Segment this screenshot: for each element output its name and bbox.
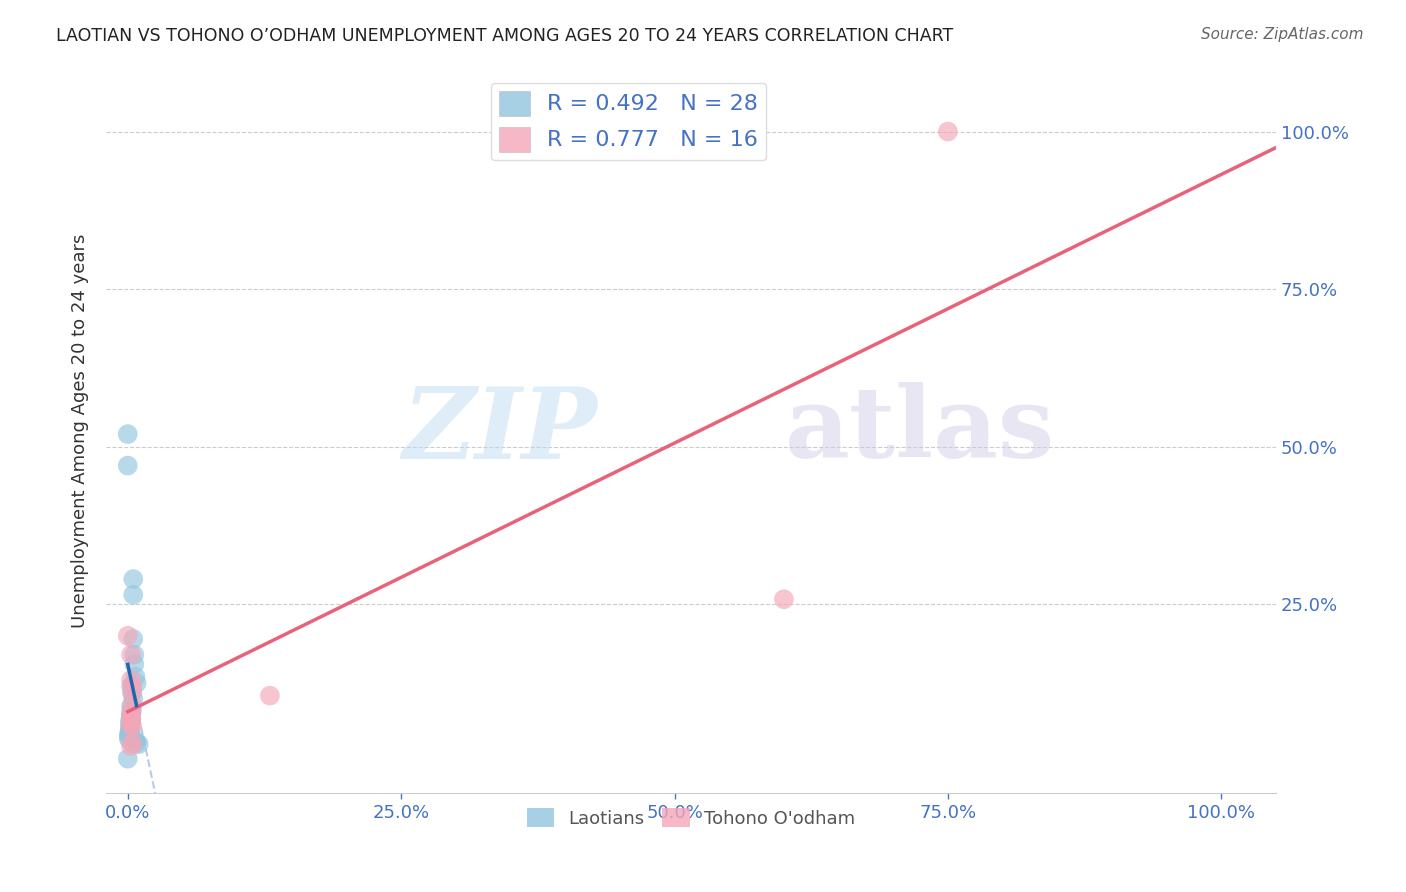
- Point: [117, 752, 139, 766]
- Point: [124, 648, 146, 662]
- Point: [118, 717, 141, 731]
- Point: [120, 673, 142, 687]
- Point: [773, 592, 796, 607]
- Text: Source: ZipAtlas.com: Source: ZipAtlas.com: [1201, 27, 1364, 42]
- Point: [125, 676, 148, 690]
- Text: LAOTIAN VS TOHONO O’ODHAM UNEMPLOYMENT AMONG AGES 20 TO 24 YEARS CORRELATION CHA: LAOTIAN VS TOHONO O’ODHAM UNEMPLOYMENT A…: [56, 27, 953, 45]
- Point: [121, 685, 143, 699]
- Point: [120, 706, 142, 720]
- Point: [118, 732, 141, 747]
- Point: [120, 709, 142, 723]
- Point: [120, 706, 142, 721]
- Point: [121, 698, 143, 712]
- Point: [117, 629, 139, 643]
- Point: [120, 679, 142, 693]
- Point: [124, 657, 146, 672]
- Point: [121, 736, 143, 750]
- Point: [118, 714, 141, 728]
- Point: [259, 689, 281, 703]
- Point: [118, 730, 141, 744]
- Point: [118, 723, 141, 738]
- Point: [117, 427, 139, 442]
- Point: [124, 670, 146, 684]
- Point: [120, 739, 142, 753]
- Point: [121, 685, 143, 699]
- Point: [118, 724, 141, 739]
- Point: [120, 717, 142, 731]
- Point: [120, 713, 142, 727]
- Point: [128, 737, 150, 751]
- Point: [125, 736, 148, 750]
- Point: [122, 588, 145, 602]
- Point: [124, 733, 146, 747]
- Text: atlas: atlas: [785, 383, 1054, 479]
- Point: [122, 691, 145, 706]
- Point: [122, 572, 145, 586]
- Text: ZIP: ZIP: [402, 383, 598, 479]
- Point: [121, 703, 143, 717]
- Y-axis label: Unemployment Among Ages 20 to 24 years: Unemployment Among Ages 20 to 24 years: [72, 234, 89, 628]
- Point: [120, 709, 142, 723]
- Point: [121, 679, 143, 693]
- Point: [120, 648, 142, 662]
- Point: [118, 727, 141, 741]
- Point: [117, 458, 139, 473]
- Point: [122, 632, 145, 646]
- Point: [121, 720, 143, 734]
- Point: [936, 124, 959, 138]
- Legend: Laotians, Tohono O'odham: Laotians, Tohono O'odham: [520, 801, 862, 835]
- Point: [118, 720, 141, 734]
- Point: [120, 699, 142, 714]
